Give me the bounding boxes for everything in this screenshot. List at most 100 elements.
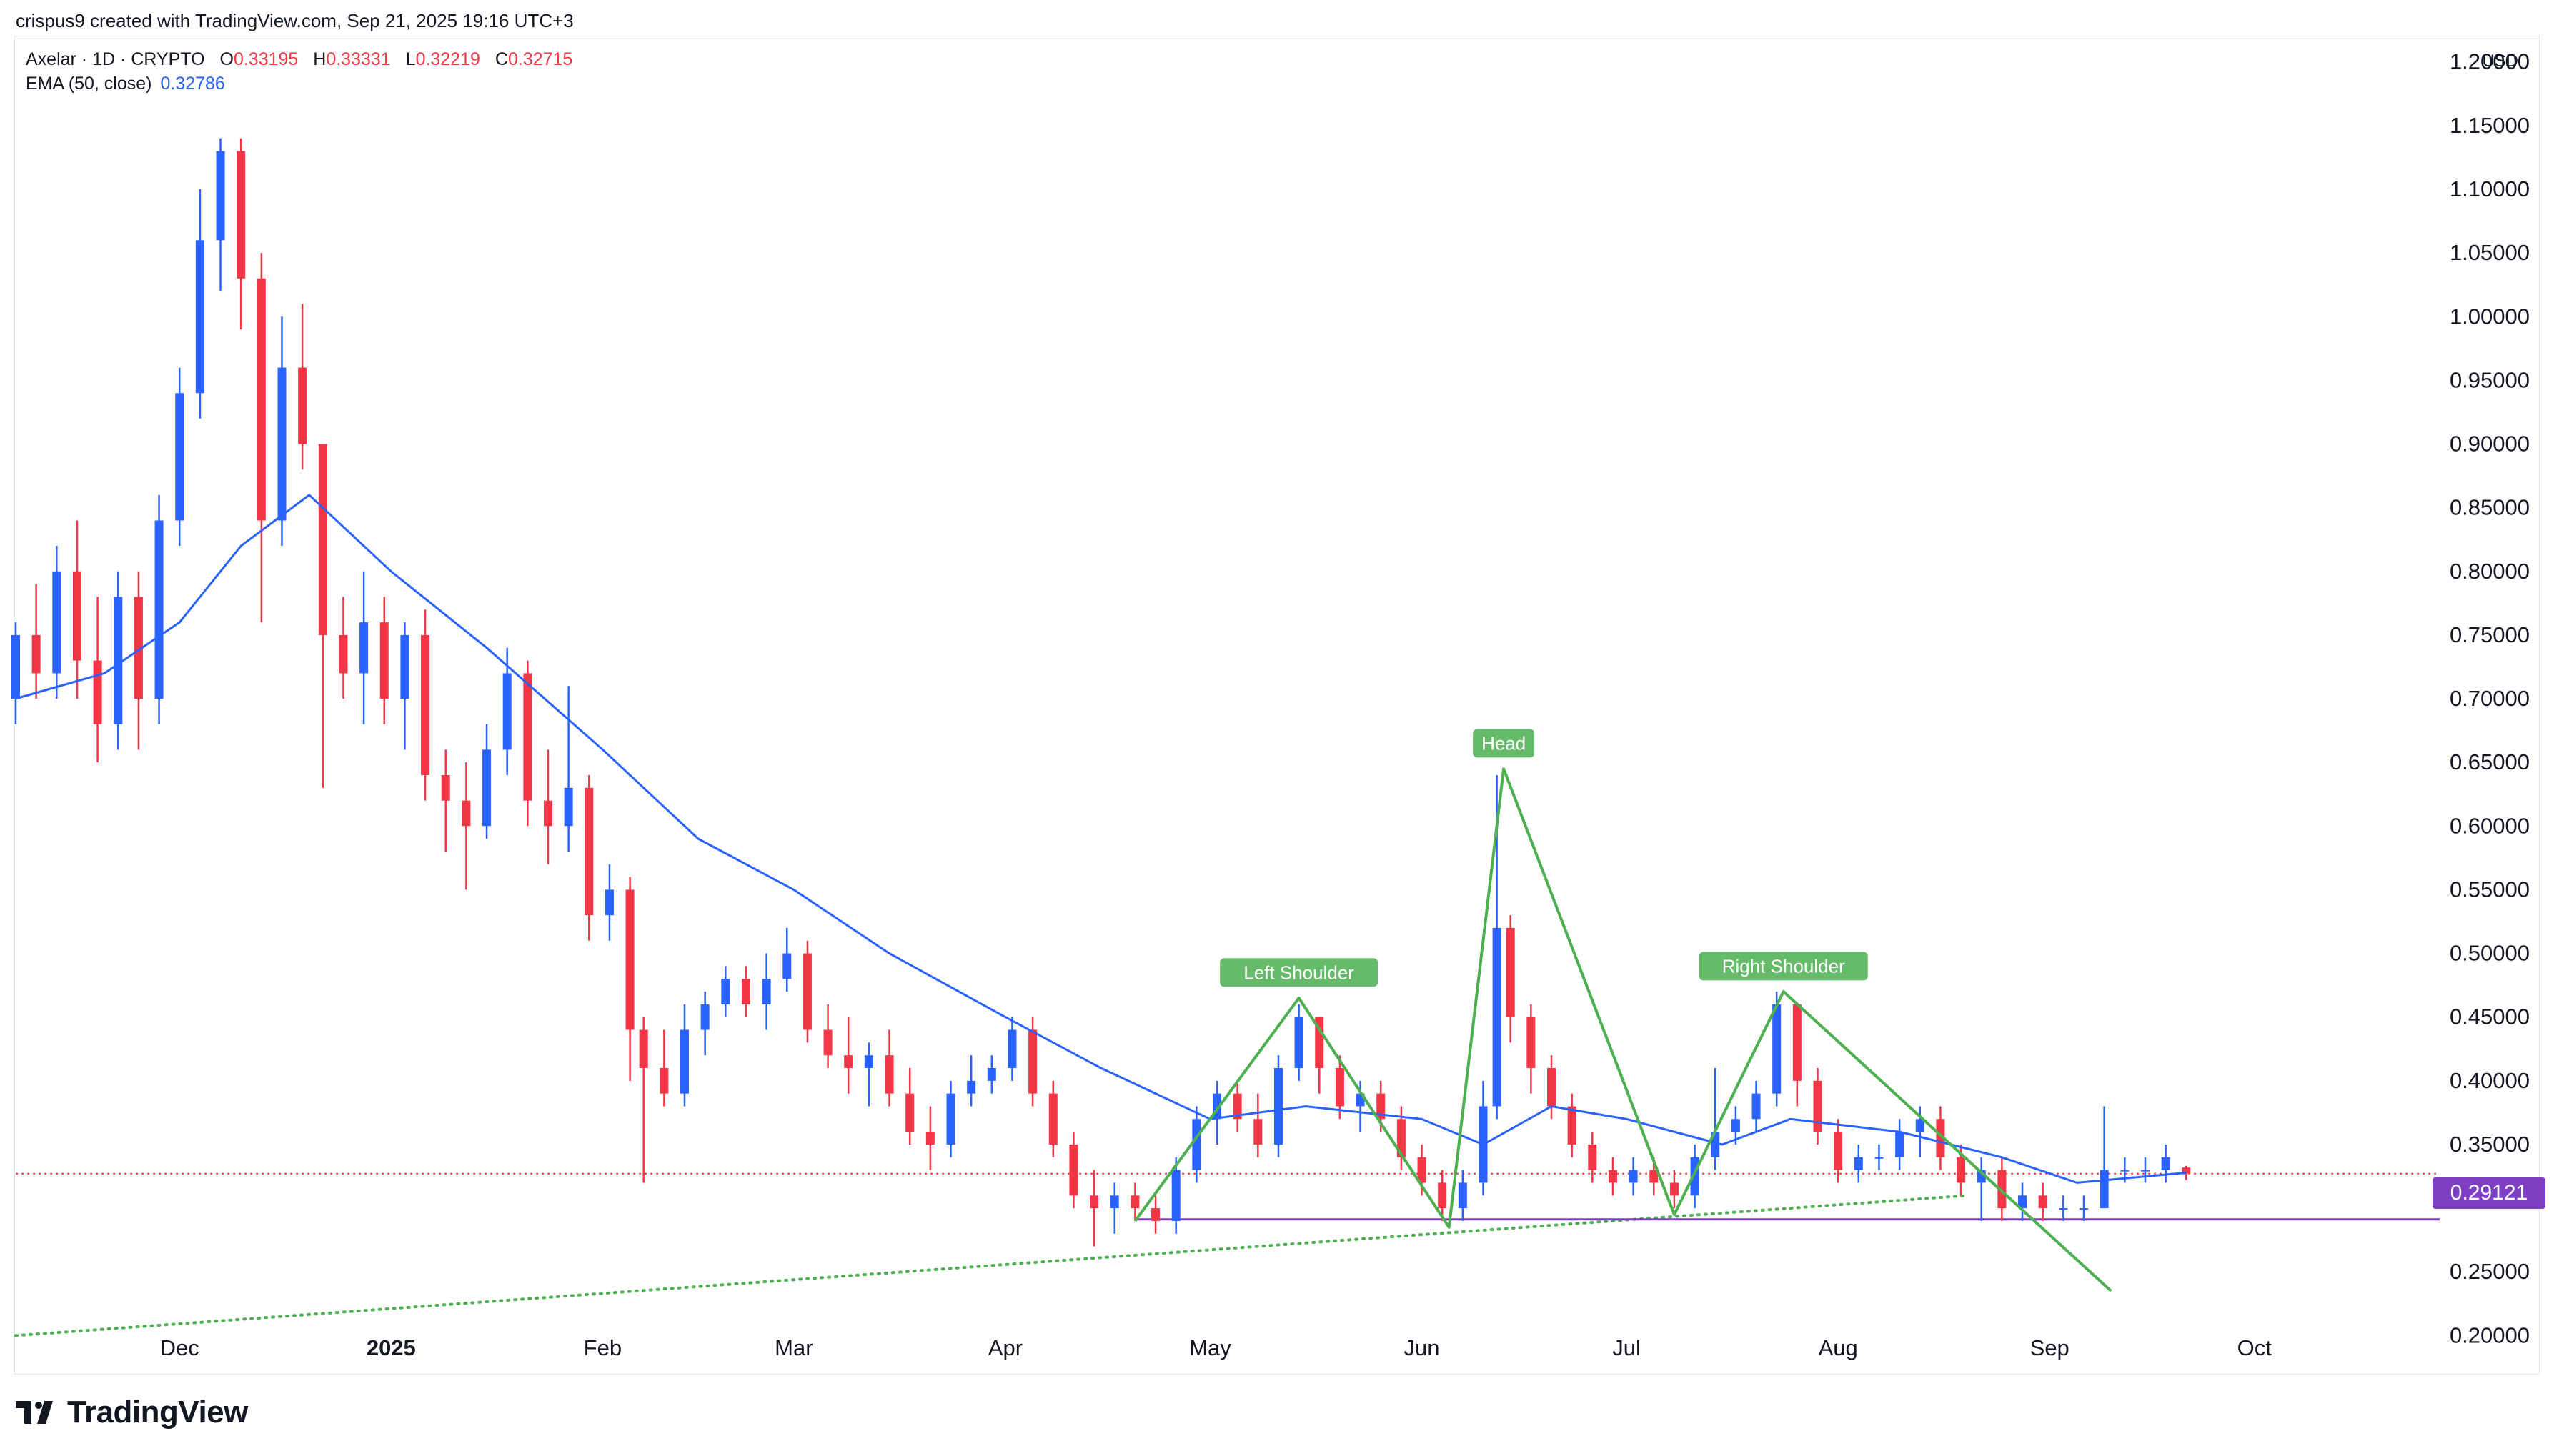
y-tick-label: 1.10000 <box>2450 176 2530 201</box>
y-tick-label: 1.00000 <box>2450 304 2530 329</box>
candle-body <box>1273 1068 1283 1145</box>
x-tick-label: Sep <box>2030 1335 2069 1360</box>
candle-body <box>339 634 348 674</box>
low-label: L <box>405 49 416 69</box>
candle-body <box>1492 927 1501 1107</box>
candle-body <box>823 1029 833 1056</box>
candle-body <box>1874 1157 1884 1159</box>
y-tick-label: 0.85000 <box>2450 495 2530 520</box>
candle-body <box>1335 1068 1344 1107</box>
candle-body <box>1417 1157 1426 1183</box>
candle-body <box>1233 1093 1242 1120</box>
x-tick-label: 2025 <box>367 1335 416 1360</box>
annotation-box <box>1699 952 1868 981</box>
y-tick-label: 0.80000 <box>2450 559 2530 584</box>
high-value: 0.33331 <box>326 49 391 69</box>
candle-body <box>134 597 143 699</box>
candle-body <box>762 979 771 1004</box>
candle-body <box>543 800 552 827</box>
candle-body <box>1567 1106 1576 1145</box>
y-tick-label: 0.60000 <box>2450 813 2530 838</box>
candle-body <box>1649 1170 1659 1183</box>
candle-body <box>1895 1132 1904 1157</box>
symbol-title[interactable]: Axelar · 1D · CRYPTO <box>26 49 205 69</box>
candle-body <box>1813 1080 1822 1132</box>
candle-body <box>721 979 730 1004</box>
ema-label[interactable]: EMA (50, close) <box>26 74 152 94</box>
y-tick-label: 1.20000 <box>2450 49 2530 74</box>
y-tick-label: 1.15000 <box>2450 113 2530 138</box>
candle-body <box>1131 1195 1140 1209</box>
candle-body <box>2140 1170 2150 1172</box>
ema-value: 0.32786 <box>160 74 225 94</box>
candle-body <box>1731 1119 1740 1132</box>
candle-body <box>946 1093 955 1145</box>
y-tick-label: 0.65000 <box>2450 749 2530 774</box>
rising-trendline <box>14 1194 1969 1337</box>
candle-body <box>1294 1017 1303 1068</box>
candle-body <box>1997 1170 2007 1209</box>
x-tick-label: Jun <box>1404 1335 1440 1360</box>
candle-body <box>660 1068 669 1094</box>
legend: Axelar · 1D · CRYPTO O0.33195 H0.33331 L… <box>26 47 572 96</box>
tradingview-logo-icon <box>16 1401 53 1424</box>
candle-body <box>257 278 266 521</box>
candle-body <box>1915 1119 1924 1132</box>
candle-body <box>52 571 61 674</box>
candle-body <box>298 367 307 444</box>
y-tick-label: 0.50000 <box>2450 941 2530 966</box>
candles-layer <box>11 138 2191 1247</box>
annotation-layer: Left Shoulder Head Right Shoulder <box>1220 729 1868 987</box>
candle-body <box>2120 1170 2130 1172</box>
candle-body <box>2038 1195 2047 1209</box>
candle-body <box>1751 1093 1761 1120</box>
candle-body <box>564 787 573 827</box>
candle-body <box>318 444 327 635</box>
candle-body <box>2161 1157 2170 1170</box>
ema-line <box>15 493 2187 1184</box>
candle-body <box>1936 1119 1945 1157</box>
candle-body <box>625 889 635 1030</box>
currency-label[interactable]: USD <box>2482 51 2518 71</box>
candle-body <box>502 673 512 750</box>
open-label: O <box>219 49 234 69</box>
candle-body <box>1069 1144 1078 1196</box>
candle-body <box>216 151 225 241</box>
x-tick-label: Oct <box>2237 1335 2272 1360</box>
candle-body <box>925 1132 935 1145</box>
candle-body <box>639 1029 648 1068</box>
candle-body <box>1048 1093 1058 1145</box>
tradingview-logo[interactable]: TradingView <box>16 1395 248 1430</box>
candle-body <box>114 597 123 724</box>
candle-body <box>2059 1208 2068 1210</box>
y-tick-label: 0.35000 <box>2450 1132 2530 1157</box>
candle-body <box>482 749 492 827</box>
y-tick-label: 0.45000 <box>2450 1004 2530 1029</box>
ohlc-row: Axelar · 1D · CRYPTO O0.33195 H0.33331 L… <box>26 47 572 71</box>
candle-body <box>844 1055 853 1068</box>
candle-body <box>605 889 614 916</box>
candle-body <box>1171 1170 1181 1221</box>
candle-body <box>175 393 184 521</box>
trendline-layer <box>14 1194 1969 1337</box>
ema-row: EMA (50, close) 0.32786 <box>26 71 572 96</box>
candle-body <box>864 1055 873 1068</box>
y-tick-label: 0.90000 <box>2450 432 2530 457</box>
candle-body <box>421 634 430 775</box>
candle-body <box>1090 1195 1099 1209</box>
open-value: 0.33195 <box>233 49 299 69</box>
candle-body <box>680 1029 690 1094</box>
candle-body <box>1629 1170 1638 1183</box>
candle-body <box>462 800 471 827</box>
candle-body <box>359 622 369 674</box>
annotation-box <box>1220 958 1378 987</box>
candle-body <box>441 775 450 801</box>
candle-body <box>2079 1208 2088 1210</box>
support-price-tag: 0.29121 <box>2433 1177 2545 1209</box>
y-tick-label: 0.55000 <box>2450 877 2530 902</box>
candle-body <box>1608 1170 1617 1183</box>
candle-body <box>905 1093 915 1132</box>
candle-body <box>741 979 750 1004</box>
candle-body <box>967 1080 976 1094</box>
